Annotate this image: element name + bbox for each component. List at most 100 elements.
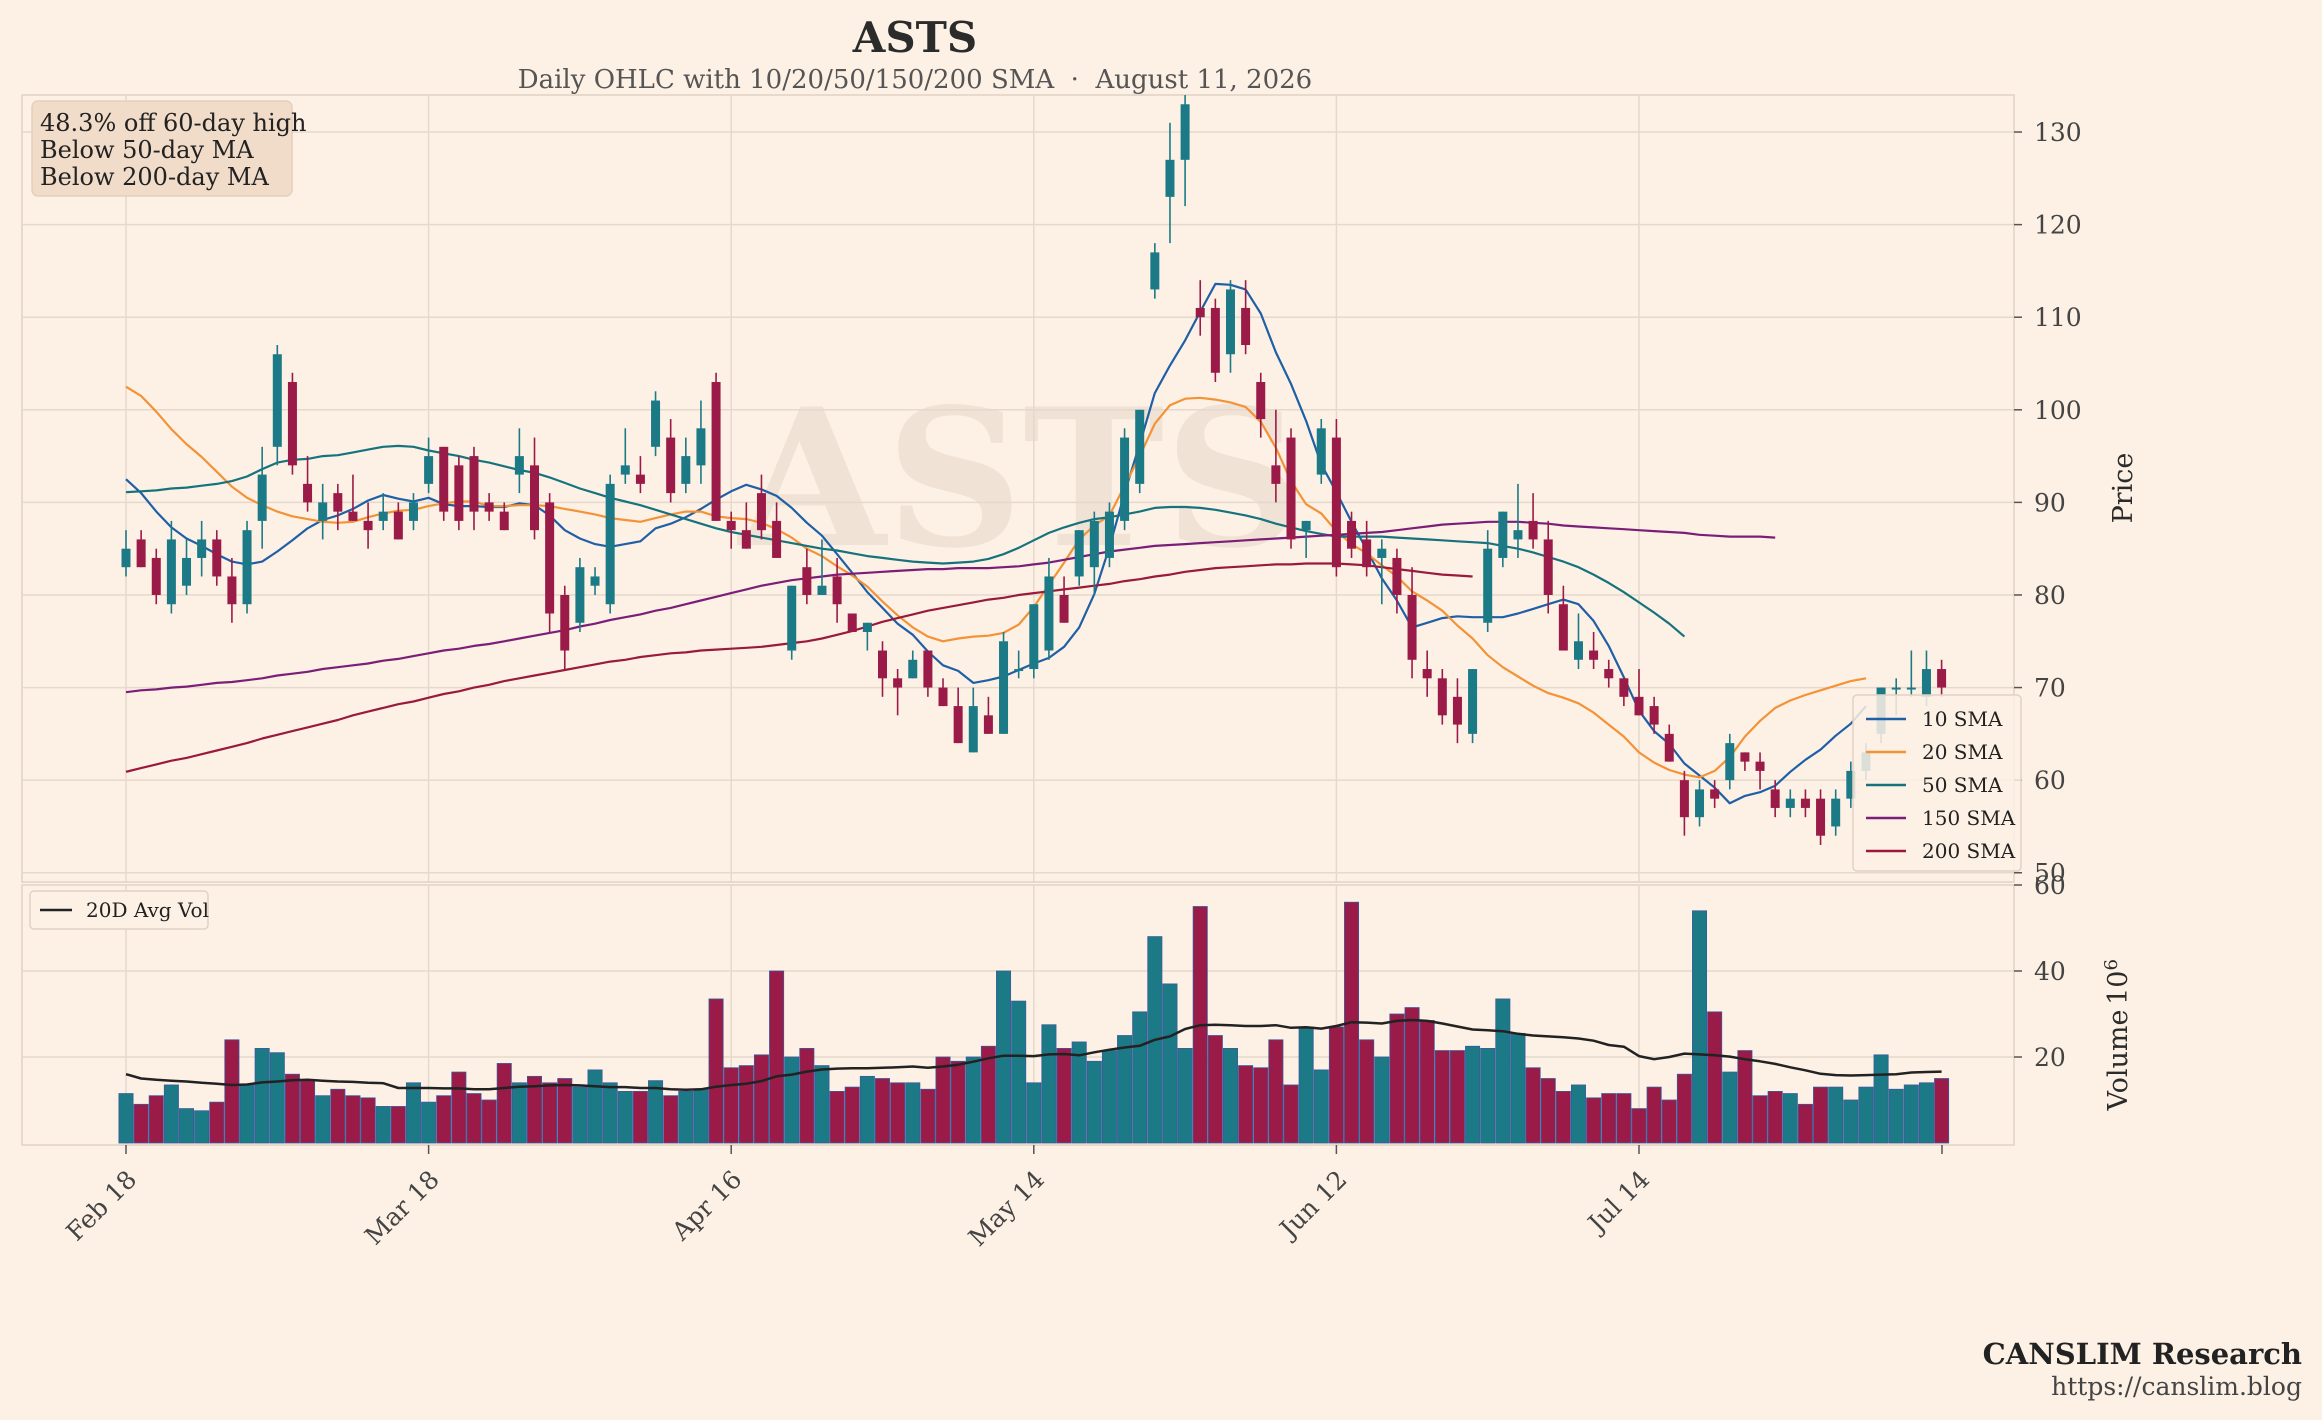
price-tick-label: 50 bbox=[2034, 859, 2066, 888]
candle-body bbox=[348, 511, 358, 521]
candle bbox=[1120, 428, 1130, 531]
volume-bar bbox=[1011, 1000, 1027, 1144]
price-tick-label: 130 bbox=[2034, 118, 2082, 147]
price-tick-label: 70 bbox=[2034, 674, 2066, 703]
candle bbox=[378, 493, 388, 531]
volume-bar bbox=[1117, 1035, 1133, 1144]
candle bbox=[1619, 678, 1629, 707]
candle bbox=[287, 372, 297, 475]
volume-bar bbox=[950, 1060, 966, 1144]
candle bbox=[1452, 678, 1462, 744]
candle-body bbox=[681, 456, 691, 484]
candle bbox=[696, 400, 706, 484]
volume-bar bbox=[284, 1073, 300, 1144]
volume-bar bbox=[708, 998, 724, 1144]
candle bbox=[681, 437, 691, 494]
sma50-line bbox=[125, 444, 1686, 638]
volume-bar bbox=[1404, 1007, 1420, 1144]
volume-bar bbox=[1752, 1095, 1768, 1144]
volume-bar bbox=[920, 1088, 936, 1144]
candle bbox=[530, 437, 540, 540]
candle bbox=[1573, 613, 1583, 670]
candle-body bbox=[832, 576, 842, 605]
candle-body bbox=[1891, 687, 1901, 690]
candle bbox=[605, 474, 615, 614]
candle-body bbox=[590, 576, 600, 586]
candle bbox=[1407, 567, 1417, 679]
volume-bar bbox=[239, 1084, 255, 1144]
candle bbox=[197, 520, 207, 577]
volume-bar bbox=[890, 1082, 906, 1144]
candle bbox=[1679, 770, 1689, 836]
candle bbox=[1195, 280, 1205, 336]
candle bbox=[1104, 502, 1114, 568]
candle-body bbox=[272, 354, 282, 447]
volume-bar bbox=[1586, 1097, 1602, 1144]
candle-body bbox=[363, 520, 373, 531]
candle-body bbox=[1468, 669, 1478, 734]
candle bbox=[1816, 789, 1826, 845]
volume-bar bbox=[648, 1080, 664, 1144]
candle bbox=[1604, 659, 1614, 688]
candle-body bbox=[1104, 511, 1114, 558]
candle-body bbox=[1059, 594, 1069, 623]
sma-legend-frame bbox=[1852, 694, 2022, 872]
volume-bar bbox=[1888, 1088, 1904, 1144]
footer-brand: CANSLIM Research bbox=[1983, 1337, 2302, 1371]
candle-body bbox=[1165, 159, 1175, 197]
volume-bar bbox=[632, 1091, 648, 1144]
candle-body bbox=[1286, 437, 1296, 540]
candle bbox=[651, 391, 661, 457]
candle bbox=[847, 613, 857, 633]
candle-body bbox=[983, 715, 993, 734]
candle-body bbox=[1120, 437, 1130, 521]
candle-body bbox=[726, 520, 736, 531]
price-plot-area bbox=[21, 94, 2015, 883]
candle-body bbox=[1225, 289, 1235, 355]
candle-body bbox=[696, 428, 706, 466]
volume-bar bbox=[390, 1106, 406, 1144]
candle bbox=[878, 641, 887, 697]
volume-bar bbox=[1737, 1050, 1753, 1144]
candle-body bbox=[1649, 706, 1659, 725]
volume-bar bbox=[269, 1052, 285, 1144]
candle bbox=[787, 585, 797, 660]
volume-bar bbox=[1056, 1048, 1072, 1144]
candle bbox=[136, 530, 146, 568]
volume-bar bbox=[421, 1101, 437, 1144]
candle-body bbox=[575, 567, 585, 623]
candle bbox=[1347, 511, 1357, 558]
volume-bar bbox=[224, 1039, 240, 1144]
candle-body bbox=[1316, 428, 1326, 475]
volume-bar bbox=[1162, 983, 1178, 1144]
candle-body bbox=[1014, 669, 1024, 672]
candle bbox=[666, 419, 676, 503]
candle bbox=[1498, 511, 1508, 568]
volume-bar bbox=[1570, 1084, 1586, 1144]
volume-bar bbox=[905, 1082, 921, 1144]
candle-body bbox=[938, 687, 948, 707]
volume-bar bbox=[436, 1095, 452, 1144]
candle-body bbox=[197, 539, 207, 558]
candle bbox=[575, 557, 585, 633]
candle-body bbox=[1604, 669, 1614, 679]
volume-bar bbox=[1525, 1067, 1541, 1144]
candle bbox=[711, 372, 721, 521]
volume-bar bbox=[572, 1086, 588, 1144]
legend-label-sma150: 150 SMA bbox=[1922, 806, 2016, 830]
volume-bar bbox=[753, 1054, 769, 1144]
candle-body bbox=[378, 511, 388, 521]
volume-bar bbox=[1903, 1084, 1919, 1144]
volume-bar bbox=[1419, 1020, 1435, 1144]
volume-bar bbox=[118, 1093, 134, 1144]
candle bbox=[1422, 650, 1432, 697]
candle-body bbox=[635, 474, 645, 484]
candlesticks bbox=[121, 95, 1947, 845]
candle bbox=[1437, 669, 1447, 725]
candle-body bbox=[408, 502, 418, 521]
candle bbox=[1937, 659, 1947, 697]
candle-body bbox=[1831, 798, 1841, 827]
candle-body bbox=[1195, 307, 1205, 318]
chart-subtitle: Daily OHLC with 10/20/50/150/200 SMA · A… bbox=[518, 65, 1312, 95]
